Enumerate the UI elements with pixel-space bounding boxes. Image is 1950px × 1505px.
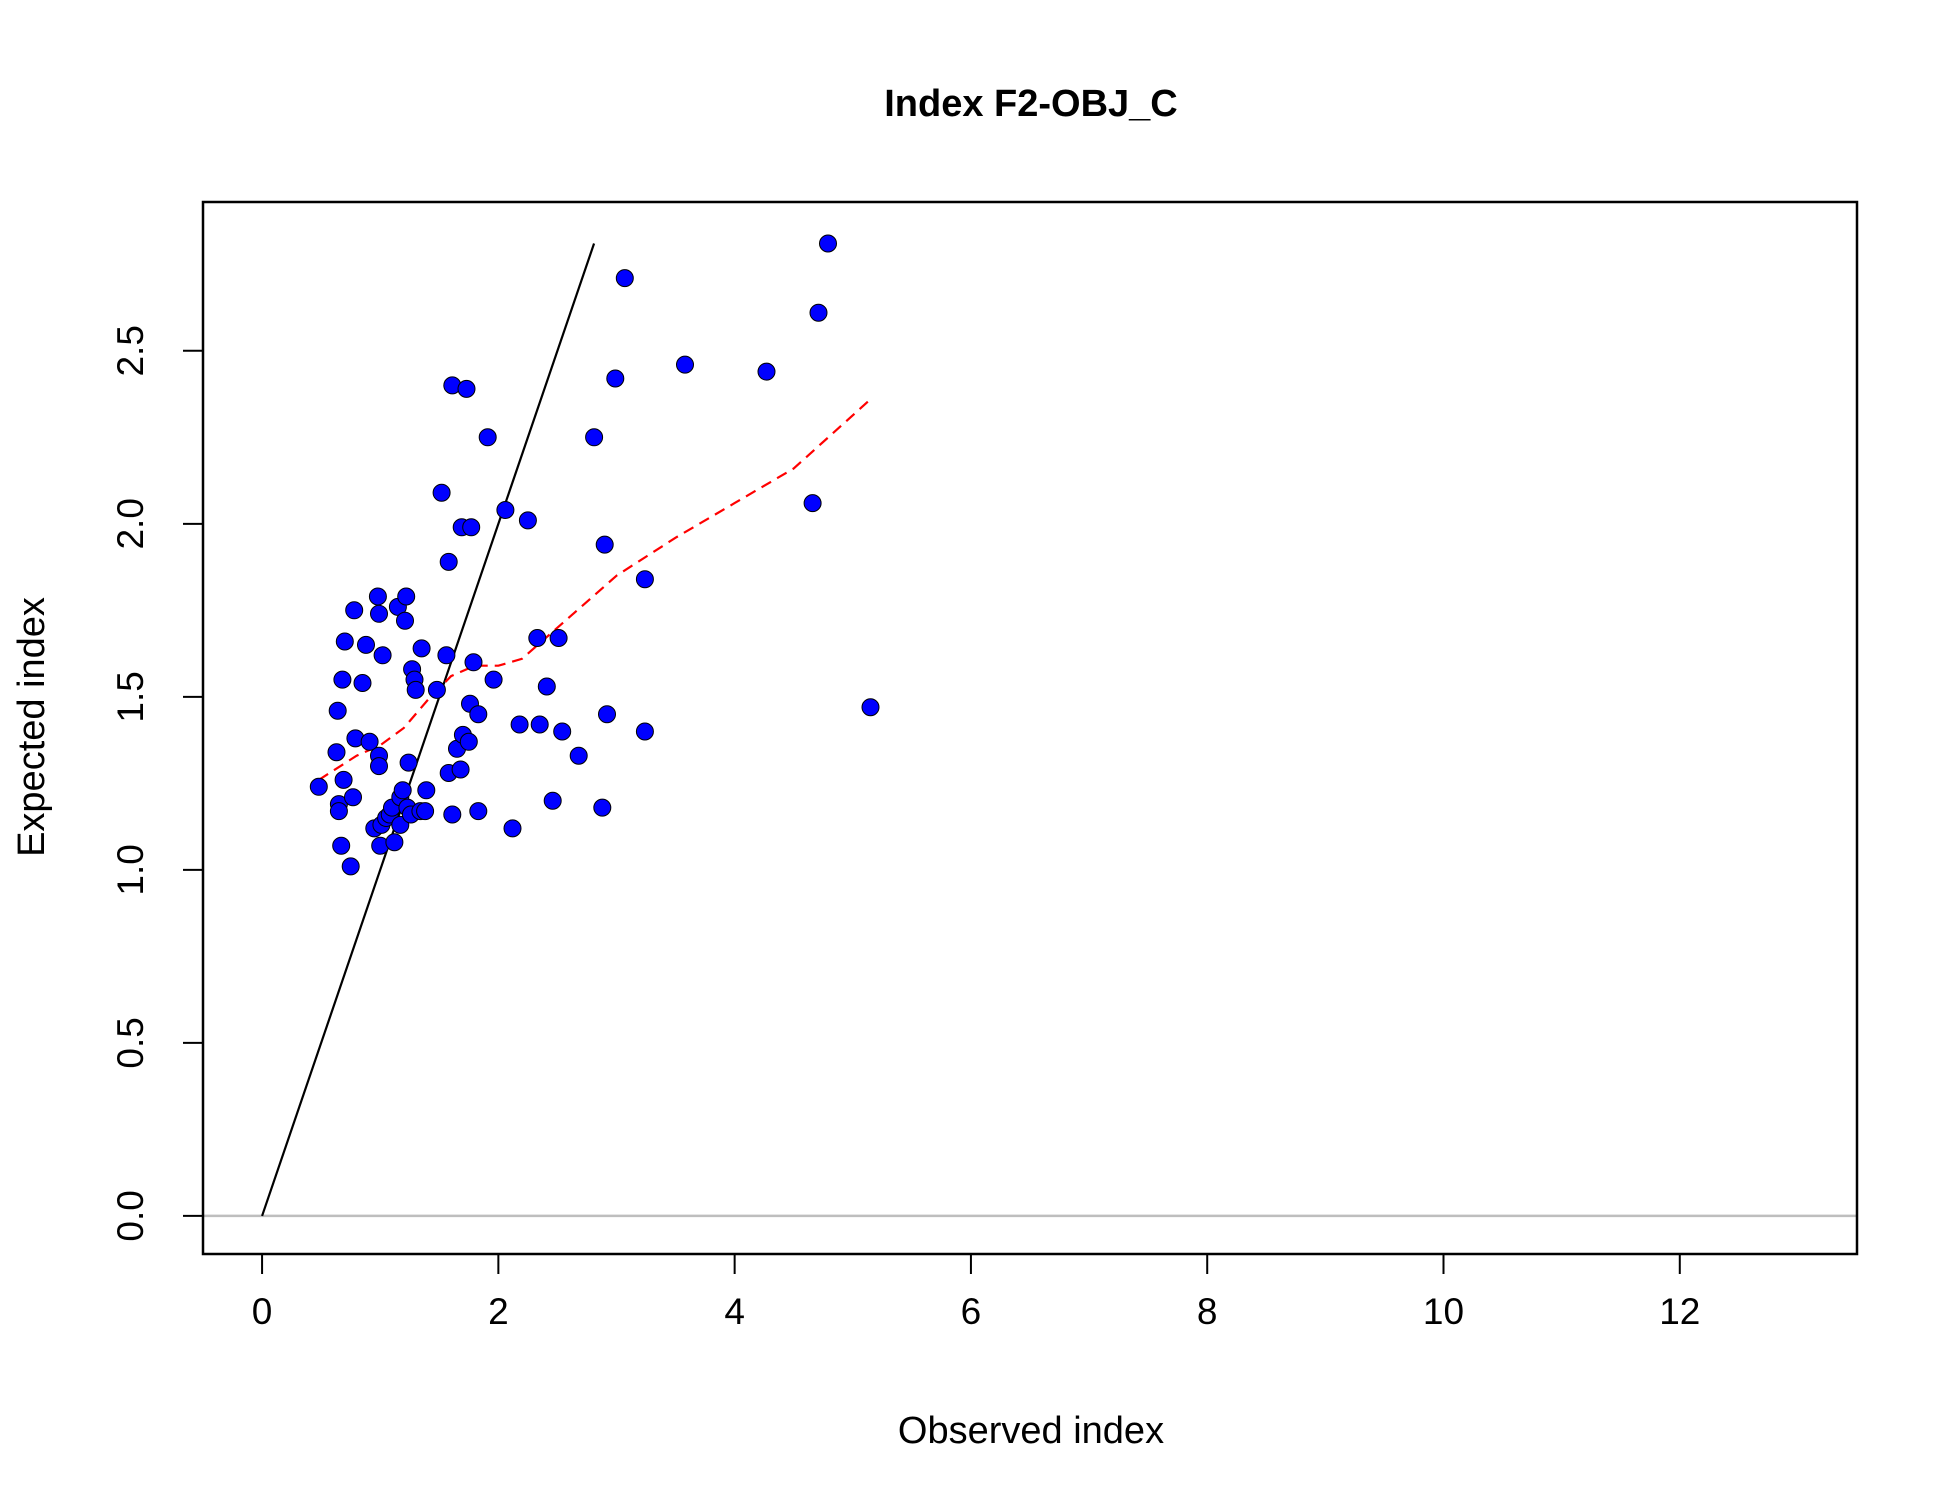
x-tick-label: 6: [961, 1291, 982, 1332]
data-point: [861, 698, 880, 717]
data-point: [417, 781, 436, 800]
x-tick-label: 2: [488, 1291, 509, 1332]
data-point: [406, 680, 425, 699]
data-point: [412, 639, 431, 658]
data-point: [333, 670, 352, 689]
y-tick-label: 0.5: [110, 1017, 151, 1068]
data-point: [341, 857, 360, 876]
data-point: [396, 611, 414, 630]
data-point: [393, 781, 412, 800]
data-point: [451, 760, 470, 779]
data-point: [543, 791, 562, 810]
chart-title: Index F2-OBJ_C: [884, 83, 1178, 125]
data-point: [615, 269, 634, 288]
data-point: [443, 805, 462, 824]
data-point: [462, 518, 481, 537]
data-point: [595, 535, 614, 554]
smooth-line-layer: [318, 398, 872, 781]
data-point: [329, 802, 348, 821]
x-tick-label: 12: [1659, 1291, 1700, 1332]
y-tick-label: 0.0: [110, 1190, 151, 1241]
data-point: [757, 362, 776, 381]
data-point: [370, 757, 388, 776]
data-point: [803, 494, 822, 513]
data-point: [598, 705, 616, 724]
data-point: [635, 570, 654, 589]
data-point: [464, 653, 483, 672]
data-point: [478, 428, 497, 447]
data-point: [518, 511, 537, 530]
data-point: [457, 379, 476, 398]
data-point: [334, 770, 353, 789]
y-axis-label: Expected index: [11, 597, 53, 857]
y-tick-label: 2.5: [110, 325, 151, 376]
data-point: [809, 303, 828, 322]
data-point: [635, 722, 654, 741]
data-point: [606, 369, 625, 388]
data-point: [427, 680, 446, 699]
data-point: [327, 743, 346, 762]
data-point: [593, 798, 612, 817]
x-axis-label: Observed index: [898, 1410, 1164, 1452]
data-point: [819, 234, 837, 253]
data-point: [309, 777, 328, 796]
data-point: [549, 629, 568, 647]
y-tick-label: 1.0: [110, 844, 151, 895]
data-point: [432, 483, 451, 502]
data-point: [437, 646, 456, 665]
x-tick-label: 4: [724, 1291, 745, 1332]
x-axis: 0 2 4 6 8 10 12: [252, 1254, 1700, 1332]
points-layer: [309, 234, 880, 876]
data-point: [496, 501, 515, 519]
data-point: [484, 670, 503, 689]
data-point: [335, 632, 354, 651]
data-point: [469, 802, 488, 821]
data-point: [585, 428, 604, 447]
data-point: [344, 788, 362, 807]
plot-frame: [201, 200, 1859, 1256]
y-tick-label: 1.5: [110, 671, 151, 722]
y-axis: 0.0 0.5 1.0 1.5 2.0 2.5: [110, 325, 203, 1242]
data-point: [385, 833, 404, 852]
y-tick-label: 2.0: [110, 498, 151, 549]
smooth-trend-line: [318, 398, 872, 781]
data-point: [503, 819, 522, 838]
data-point: [360, 732, 379, 751]
identity-line: [261, 243, 596, 1217]
data-point: [357, 635, 375, 654]
x-tick-label: 0: [252, 1291, 273, 1332]
data-point: [469, 705, 488, 724]
data-point: [332, 836, 351, 855]
data-point: [510, 715, 529, 734]
data-point: [370, 604, 388, 623]
data-point: [328, 701, 347, 720]
data-point: [353, 674, 372, 692]
data-point: [676, 355, 694, 374]
data-point: [373, 646, 392, 665]
data-point: [537, 677, 556, 696]
data-point: [530, 715, 549, 734]
data-point: [569, 746, 588, 765]
data-point: [345, 601, 364, 620]
data-point: [439, 552, 458, 571]
x-tick-label: 10: [1423, 1291, 1464, 1332]
data-point: [553, 722, 572, 741]
data-point: [397, 587, 416, 606]
data-point: [528, 629, 547, 647]
data-point: [399, 753, 418, 772]
data-point: [416, 802, 435, 821]
data-point: [459, 732, 478, 751]
x-tick-label: 8: [1197, 1291, 1218, 1332]
identity-line-layer: [261, 243, 596, 1217]
data-point: [368, 587, 387, 606]
